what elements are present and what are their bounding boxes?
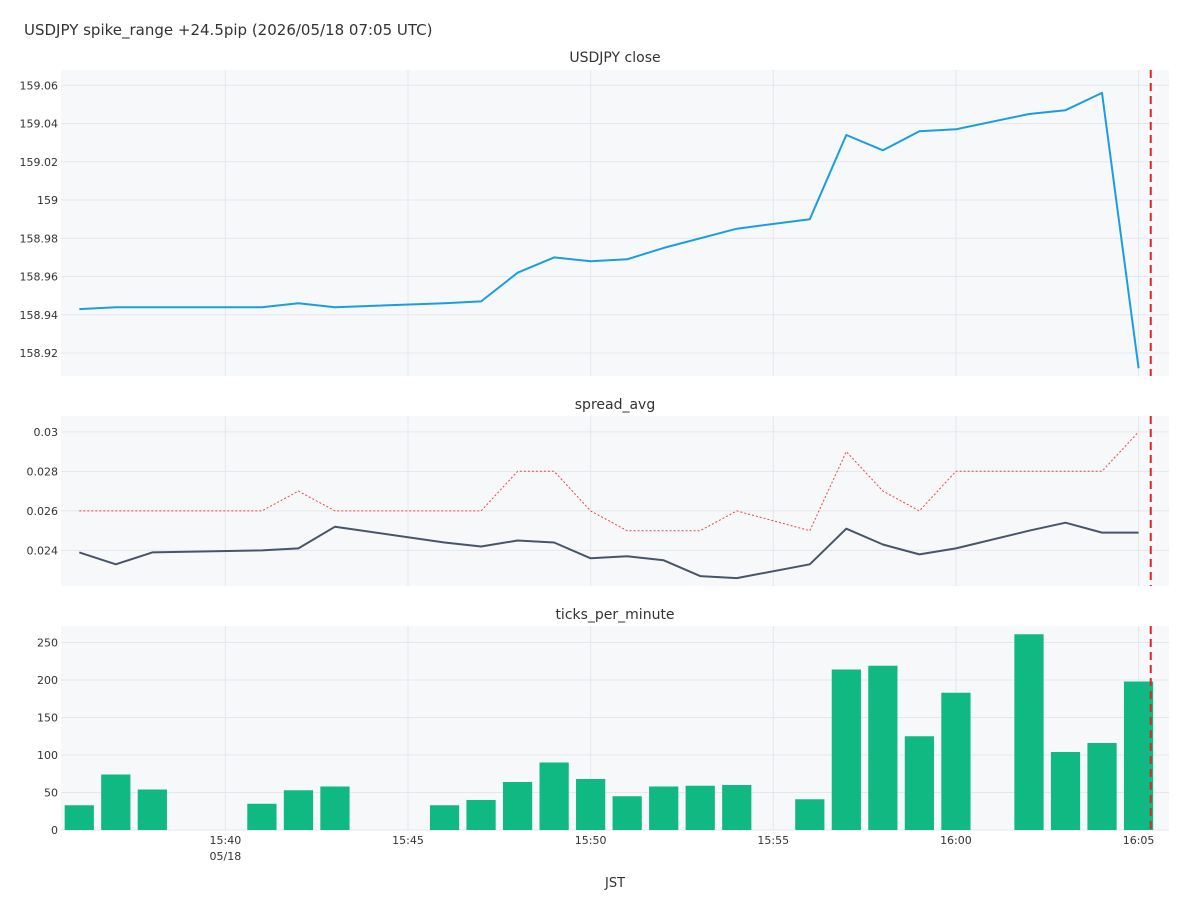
bar-1604	[1087, 743, 1117, 830]
panel-ticks-subtitle: ticks_per_minute	[555, 607, 674, 623]
bar-1603	[1050, 752, 1081, 830]
x-tick-label: 16:00	[940, 834, 972, 847]
y-tick-label: 158.96	[20, 271, 59, 284]
bar-1602	[1014, 634, 1044, 830]
panel-spread-subtitle: spread_avg	[575, 397, 655, 413]
y-tick-label: 158.92	[20, 347, 59, 360]
bar-1550	[576, 779, 606, 830]
bar-1556	[795, 799, 825, 830]
bar-1559	[904, 736, 935, 830]
bar-1538	[137, 789, 167, 830]
panel-ticks-marks	[64, 634, 1154, 830]
y-tick-label: 159.06	[20, 79, 59, 92]
panel-spread: 0.024 0.026 0.028 0.03 spread_avg	[27, 397, 1169, 586]
panel-spread-yticks: 0.024 0.026 0.028 0.03	[27, 426, 59, 558]
y-tick-label: 250	[37, 637, 58, 650]
bar-1553	[685, 785, 715, 830]
bar-1536	[64, 805, 94, 830]
y-tick-label: 0.026	[27, 505, 59, 518]
y-tick-label: 0	[51, 824, 58, 837]
bar-1552	[649, 786, 679, 830]
panel-close-grid	[61, 70, 1169, 376]
bar-1551	[612, 796, 642, 830]
bar-1546	[429, 805, 460, 830]
panel-close-marks	[79, 91, 1140, 369]
series-line-spread-1	[78, 521, 1139, 580]
x-tick-label: 15:45	[392, 834, 424, 847]
chart-title: USDJPY spike_range +24.5pip (2026/05/18 …	[24, 21, 433, 40]
bar-1558	[868, 665, 898, 830]
panel-spread-plot-bg	[61, 416, 1169, 586]
bar-1547	[466, 800, 496, 830]
panel-ticks-yticks: 0 50 100 150 200 250	[37, 637, 58, 838]
y-tick-label: 0.024	[27, 544, 59, 557]
panel-close-plot-bg	[61, 70, 1169, 376]
panel-spread-marks	[78, 431, 1139, 580]
x-tick-sublabel: 05/18	[210, 850, 242, 863]
panel-close: 158.92 158.94 158.96 158.98 159 159.02 159.04 1…	[20, 50, 1169, 376]
x-tick-label: 15:40	[210, 834, 242, 847]
y-tick-label: 159	[37, 194, 58, 207]
panel-ticks: 0 50 100 150 200 250 ticks_per_minute	[37, 607, 1169, 837]
panel-close-yticks: 158.92 158.94 158.96 158.98 159 159.02 159.04 1…	[20, 79, 59, 360]
x-tick-label: 15:50	[575, 834, 607, 847]
y-tick-label: 159.02	[20, 156, 59, 169]
y-tick-label: 158.98	[20, 232, 59, 245]
series-line-close-0	[79, 91, 1140, 369]
bar-1605	[1123, 681, 1154, 830]
y-tick-label: 159.04	[20, 118, 59, 131]
bar-1543	[320, 786, 350, 830]
y-tick-label: 100	[37, 749, 58, 762]
bar-1541	[247, 803, 277, 830]
x-tick-label: 15:55	[757, 834, 789, 847]
panel-ticks-plot-bg	[61, 626, 1169, 830]
bar-1600	[941, 692, 971, 830]
y-tick-label: 50	[44, 787, 58, 800]
y-tick-label: 200	[37, 674, 58, 687]
y-tick-label: 0.028	[27, 465, 59, 478]
x-axis-ticks: 15:40 05/18 15:45 15:50 15:55 16:00 16:05	[210, 834, 1155, 863]
bar-1554	[722, 785, 752, 830]
bar-1548	[502, 782, 533, 830]
bar-1557	[831, 669, 861, 830]
y-tick-label: 150	[37, 712, 58, 725]
panel-close-subtitle: USDJPY close	[569, 50, 660, 66]
bar-1542	[283, 790, 314, 830]
y-tick-label: 0.03	[34, 426, 59, 439]
x-axis-label: JST	[604, 876, 625, 891]
bar-1537	[101, 774, 131, 830]
y-tick-label: 158.94	[20, 309, 59, 322]
bar-1549	[539, 762, 569, 830]
x-tick-label: 16:05	[1123, 834, 1155, 847]
